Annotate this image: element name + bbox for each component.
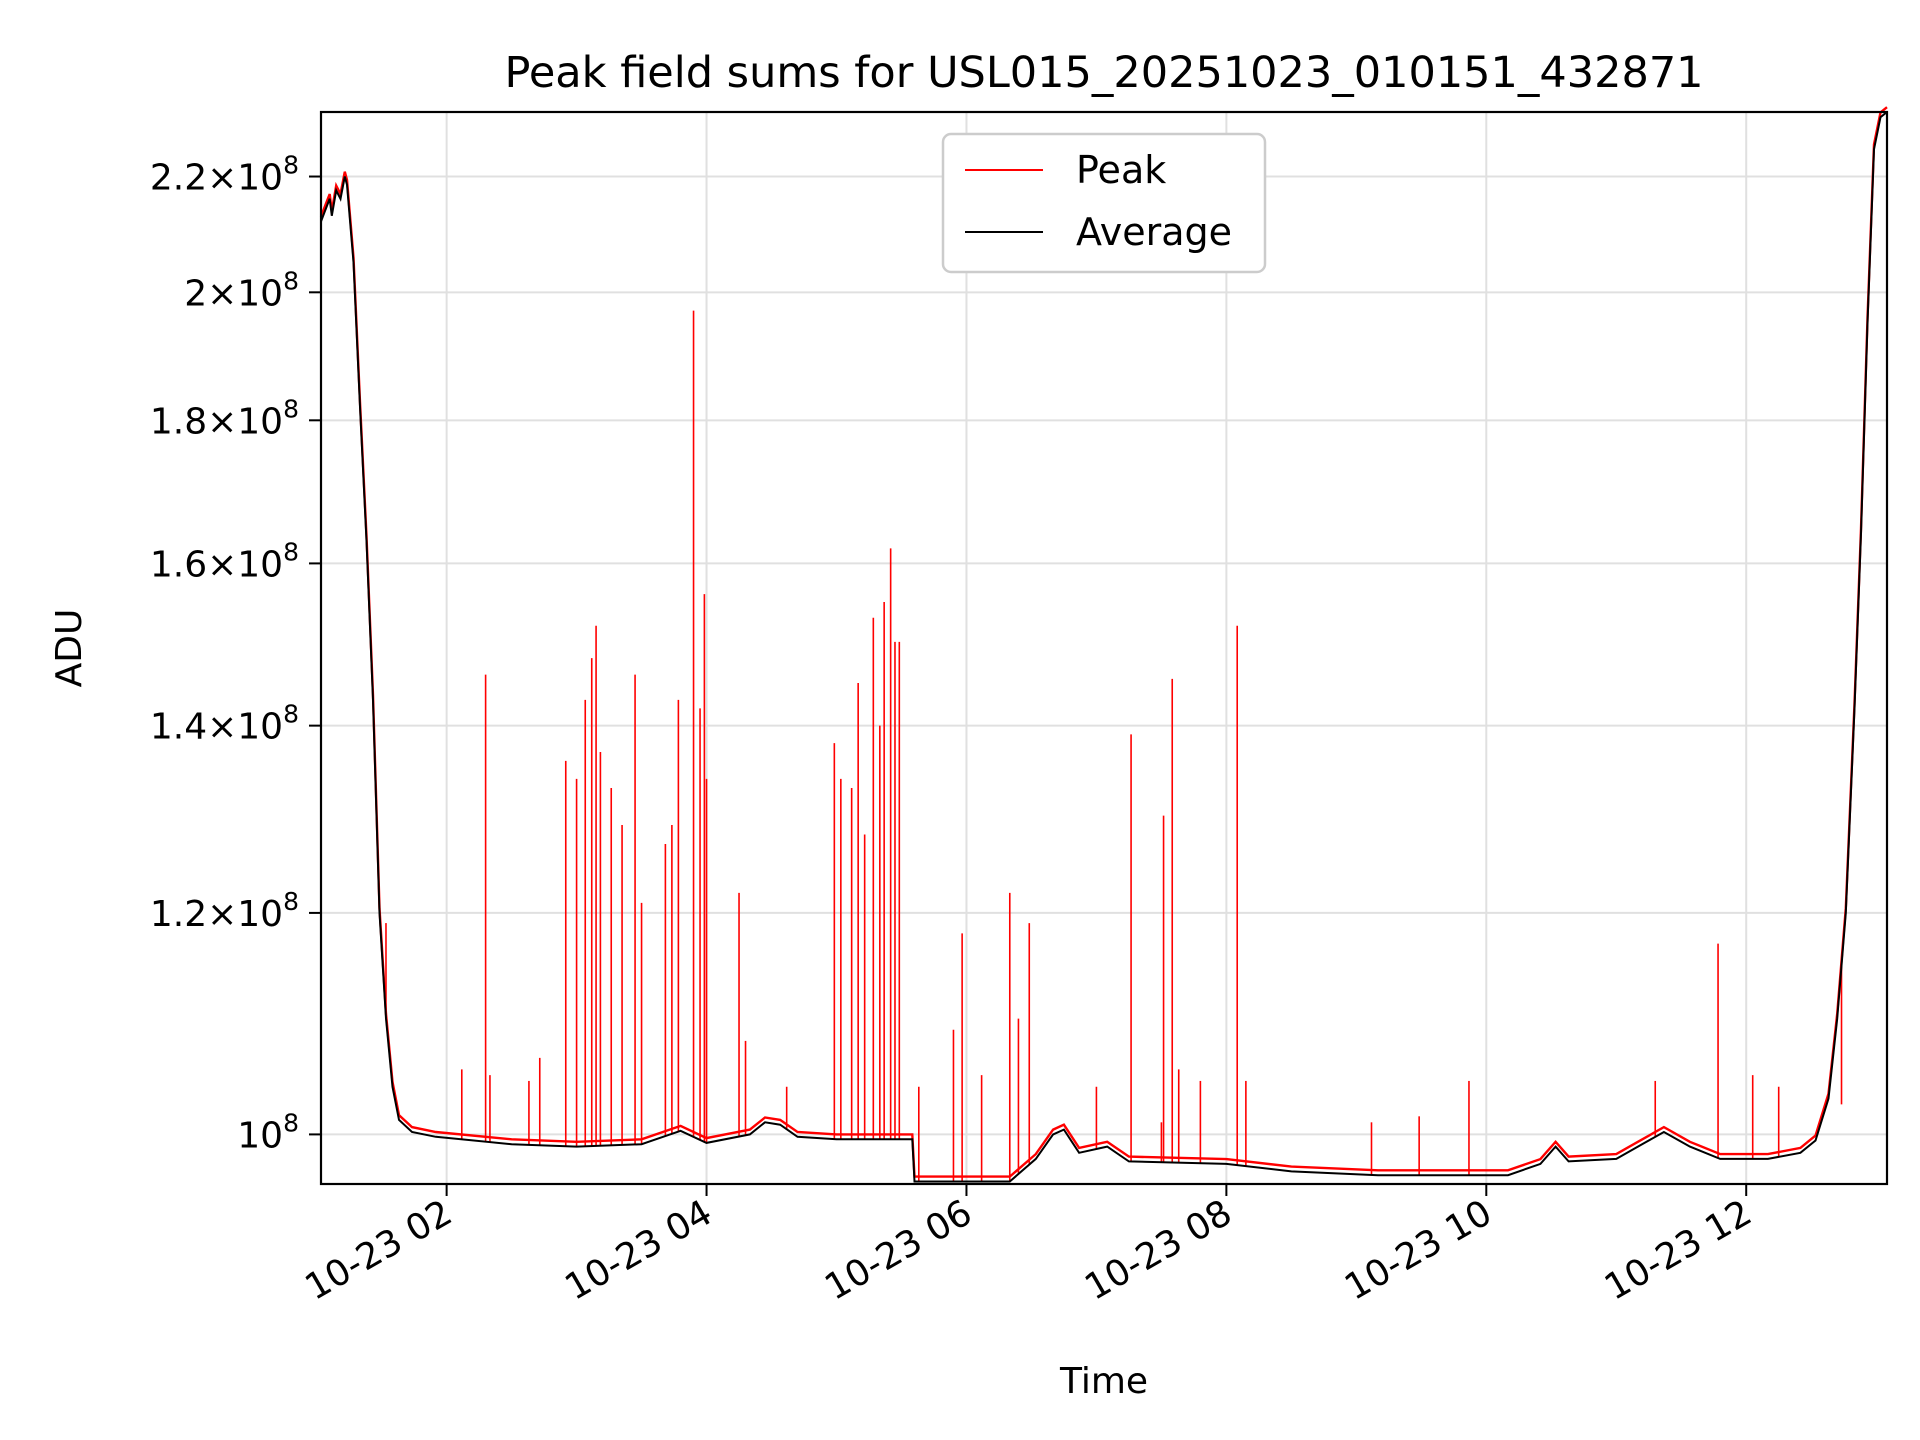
y-tick-mantissa: 1.8× <box>150 401 237 442</box>
y-tick-exponent: 8 <box>283 151 299 180</box>
y-tick-label: 1.8×108 <box>150 394 299 442</box>
y-tick-label: 1.4×108 <box>150 700 299 748</box>
y-tick-exponent: 8 <box>283 887 299 916</box>
y-tick-base: 10 <box>237 158 283 199</box>
y-tick-base: 10 <box>237 707 283 748</box>
legend: Peak Average <box>941 132 1267 274</box>
average-series-line <box>320 111 1888 1183</box>
y-tick-mantissa: 1.6× <box>150 544 237 585</box>
series-layer <box>319 106 1888 1183</box>
y-axis: 1081.2×1081.4×1081.6×1081.8×1082×1082.2×… <box>150 151 321 1156</box>
y-tick-label: 2×108 <box>184 266 299 314</box>
plot-background <box>321 112 1887 1184</box>
y-tick-exponent: 8 <box>283 266 299 295</box>
y-tick-exponent: 8 <box>283 700 299 729</box>
y-tick-exponent: 8 <box>283 537 299 566</box>
y-tick-exponent: 8 <box>283 394 299 423</box>
chart-title: Peak field sums for USL015_20251023_0101… <box>504 48 1703 98</box>
y-tick-base: 10 <box>237 1115 283 1156</box>
y-tick-base: 10 <box>237 273 283 314</box>
legend-peak-label: Peak <box>1076 148 1166 192</box>
plot-area <box>319 106 1889 1186</box>
plot-frame <box>319 110 1889 1186</box>
y-tick-exponent: 8 <box>283 1108 299 1137</box>
y-tick-mantissa: 1.4× <box>150 707 237 748</box>
y-tick-mantissa: 1.2× <box>150 894 237 935</box>
y-tick-base: 10 <box>237 401 283 442</box>
y-tick-mantissa: 2.2× <box>150 158 237 199</box>
y-axis-label: ADU <box>49 609 90 688</box>
y-tick-mantissa: 2× <box>184 273 237 314</box>
y-tick-base: 10 <box>237 894 283 935</box>
legend-box <box>941 132 1267 274</box>
y-tick-label: 1.2×108 <box>150 887 299 935</box>
y-tick-label: 2.2×108 <box>150 151 299 199</box>
y-tick-base: 10 <box>237 544 283 585</box>
y-tick-label: 108 <box>237 1108 299 1156</box>
y-tick-label: 1.6×108 <box>150 537 299 585</box>
legend-average-label: Average <box>1076 210 1232 254</box>
grid <box>321 112 1887 1184</box>
x-axis-label: Time <box>1059 1361 1148 1402</box>
